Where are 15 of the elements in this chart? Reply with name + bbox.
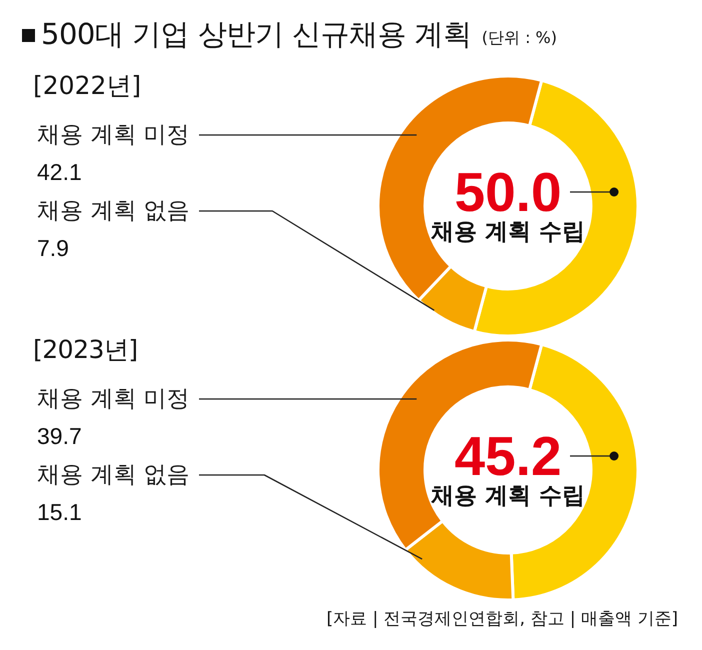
chart-subtitle: [2022년] bbox=[33, 70, 142, 100]
slice-label: 채용 계획 없음 bbox=[37, 462, 190, 488]
data-label: 15.1 bbox=[37, 499, 82, 525]
slice-label: 채용 계획 수립 bbox=[430, 483, 586, 509]
slice-label: 채용 계획 수립 bbox=[430, 219, 586, 245]
slice-label: 채용 계획 미정 bbox=[37, 122, 190, 148]
text: [자료 | 전국경제인연합회, 참고 | 매출액 기준] bbox=[326, 609, 678, 630]
slice-label: 채용 계획 없음 bbox=[37, 198, 190, 224]
slice-label: 채용 계획 미정 bbox=[37, 386, 190, 412]
chart-title: 500대 기업 상반기 신규채용 계획 bbox=[41, 17, 472, 52]
text: (단위 : %) bbox=[482, 28, 557, 48]
data-label: 39.7 bbox=[37, 423, 82, 449]
data-label: 42.1 bbox=[37, 159, 82, 185]
data-label: 7.9 bbox=[37, 235, 69, 261]
chart-title: [2023년] bbox=[33, 334, 138, 364]
